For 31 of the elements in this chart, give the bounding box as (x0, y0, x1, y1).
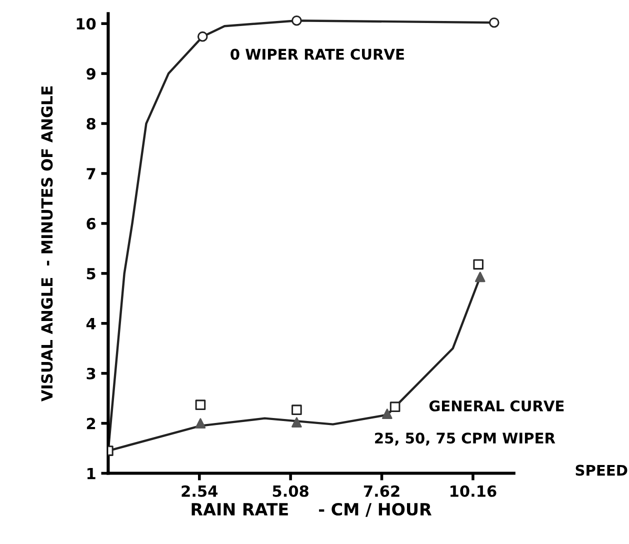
x-axis-title: RAIN RATE - CM / HOUR (192, 502, 432, 517)
x-tick-label: 10.16 (450, 485, 496, 497)
annotation: 25, 50, 75 CPM WIPER (375, 432, 556, 446)
text: SPEED (576, 464, 628, 476)
y-tick-label: 2 (86, 418, 96, 430)
point (473, 259, 484, 270)
point (292, 15, 302, 26)
y-tick-label: 10 (76, 18, 96, 30)
y-tick-label: 9 (86, 68, 96, 80)
point (390, 402, 400, 412)
point (195, 400, 206, 410)
point (474, 272, 486, 282)
annotation: 0 WIPER RATE CURVE (230, 48, 404, 60)
y-tick-label: 6 (86, 218, 96, 230)
y-tick-label: 7 (86, 168, 96, 180)
y-tick-label: 3 (86, 368, 96, 380)
point (197, 31, 208, 42)
y-tick-label: 4 (86, 318, 96, 330)
y-tick-label: 5 (86, 268, 96, 280)
annotation: GENERAL CURVE (429, 400, 564, 412)
point (195, 418, 206, 428)
point (382, 408, 392, 419)
point (488, 17, 500, 28)
x-tick-label: 2.54 (182, 485, 218, 497)
x-tick-label: 5.08 (272, 485, 308, 497)
point (292, 404, 302, 415)
y-tick-label: 1 (87, 468, 96, 480)
point (292, 417, 302, 428)
y-tick-label: 8 (86, 118, 96, 130)
y-axis-title: VISUAL ANGLE - MINUTES OF ANGLE (41, 86, 53, 402)
x-tick-label: 7.62 (364, 485, 400, 497)
